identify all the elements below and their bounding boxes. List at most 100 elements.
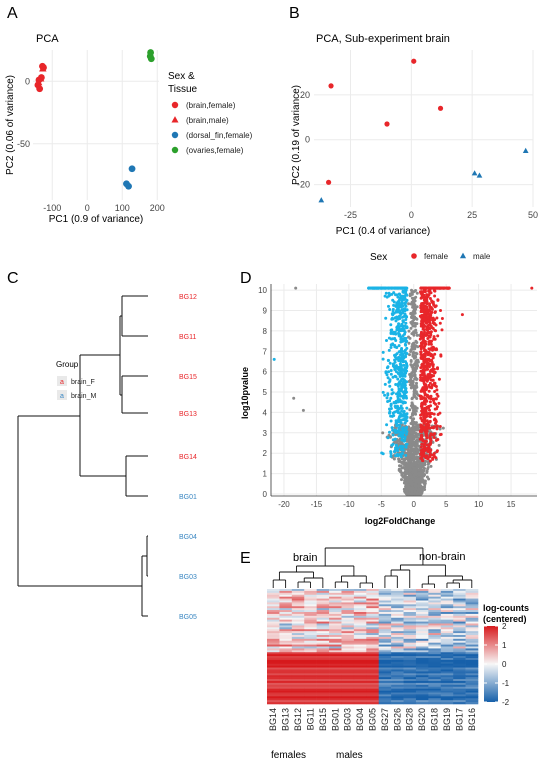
panel-d-point-ns	[399, 464, 403, 468]
panel-e-heatmap-cell	[403, 612, 417, 615]
panel-e-heatmap-cell	[353, 633, 367, 636]
panel-e-heatmap-cell	[415, 694, 429, 697]
panel-d-point-up	[426, 378, 430, 382]
panel-e-heatmap-cell	[279, 619, 293, 622]
panel-d-point-ns	[407, 302, 411, 306]
panel-e-heatmap-cell	[391, 673, 404, 676]
panel-d-point-down	[381, 357, 385, 361]
panel-d-point-up	[425, 361, 429, 365]
panel-e-heatmap-cell	[329, 696, 342, 699]
panel-d-point-up	[425, 305, 429, 309]
panel-e-heatmap-cell	[279, 627, 293, 630]
panel-e-heatmap-cell	[353, 677, 367, 680]
panel-e-heatmap-cell	[391, 682, 404, 686]
panel-e-heatmap-cell	[329, 652, 342, 655]
panel-d-point-down	[386, 393, 390, 397]
panel-e-heatmap-cell	[378, 677, 392, 680]
panel-e-heatmap-cell	[279, 665, 293, 668]
panel-d-point-up	[439, 432, 443, 436]
panel-d-point-ns	[414, 452, 418, 456]
panel-e-heatmap-cell	[428, 642, 442, 645]
panel-d-point-up	[429, 368, 433, 372]
panel-e-heatmap-cell	[378, 617, 392, 620]
panel-d-point-down	[395, 352, 399, 356]
panel-e-heatmap-cell	[304, 669, 317, 672]
panel-e-heatmap-cell	[267, 684, 280, 688]
panel-e-heatmap-cell	[428, 621, 442, 624]
panel-e-heatmap-cell	[341, 619, 355, 622]
panel-d-point-up	[431, 356, 435, 360]
panel-e-heatmap-cell	[341, 682, 355, 686]
panel-e-heatmap-cell	[415, 610, 429, 613]
panel-e-heatmap-cell	[465, 669, 479, 672]
panel-e-heatmap-cell	[279, 675, 293, 678]
panel-e-heatmap-cell	[378, 665, 392, 668]
panel-e-heatmap-cell	[440, 652, 454, 655]
panel-d-point-ns	[417, 465, 421, 469]
panel-e-column-label: BG11	[305, 708, 315, 730]
panel-e-heatmap-cell	[428, 598, 442, 601]
panel-a-legend-label: (ovaries,female)	[186, 146, 244, 155]
panel-e-heatmap-cell	[378, 600, 392, 603]
panel-d-ytick-label: 0	[263, 490, 268, 499]
panel-d-point-up	[433, 417, 437, 421]
panel-e-heatmap-cell	[291, 598, 305, 601]
panel-e-heatmap-cell	[465, 677, 479, 680]
panel-e-heatmap-cell	[291, 602, 305, 605]
panel-e-heatmap-cell	[440, 675, 454, 678]
panel-e-heatmap-cell	[267, 648, 280, 651]
panel-e-heatmap-cell	[378, 623, 392, 626]
panel-e-heatmap-cell	[391, 612, 404, 615]
panel-e-heatmap-cell	[391, 619, 404, 622]
panel-e-heatmap-cell	[415, 646, 429, 649]
panel-d-point-ns	[397, 460, 401, 463]
panel-e-heatmap-cell	[267, 682, 280, 686]
panel-d-point-up	[432, 347, 436, 351]
panel-d-point-up	[419, 369, 423, 373]
panel-e-heatmap-cell	[329, 621, 342, 624]
panel-d-point-ns	[411, 396, 414, 400]
panel-b-ytick-label: 20	[300, 90, 310, 100]
panel-e-heatmap-cell	[341, 650, 355, 653]
panel-e-heatmap-cell	[428, 677, 442, 680]
panel-e-heatmap-cell	[267, 602, 280, 605]
panel-e-heatmap-cell	[440, 606, 454, 609]
panel-d-point-up	[429, 448, 433, 452]
panel-d-point-up	[428, 322, 432, 326]
panel-d-point-ns	[412, 374, 415, 377]
panel-e-heatmap-cell	[391, 602, 404, 605]
panel-d-point-down	[400, 353, 404, 357]
panel-e-heatmap-cell	[403, 590, 417, 594]
panel-e-heatmap-cell	[329, 684, 342, 688]
panel-e-heatmap-cell	[279, 663, 293, 666]
panel-e-heatmap-cell	[440, 600, 454, 603]
panel-e-heatmap-cell	[353, 640, 367, 643]
panel-e-heatmap-cell	[415, 681, 429, 684]
panel-e-heatmap-cell	[291, 608, 305, 611]
panel-e-heatmap-cell	[279, 589, 293, 592]
panel-e-heatmap-cell	[291, 665, 305, 668]
panel-d-point-up	[420, 345, 423, 349]
panel-e-heatmap-cell	[279, 682, 293, 686]
panel-d-point-up	[427, 340, 431, 344]
panel-d-point-up	[435, 348, 439, 352]
panel-e-heatmap-cell	[453, 629, 466, 632]
panel-e-heatmap-cell	[304, 629, 317, 632]
panel-d-point-up	[431, 316, 435, 320]
panel-e-heatmap-cell	[440, 671, 454, 674]
panel-e-heatmap-cell	[453, 669, 466, 672]
panel-e-heatmap-cell	[329, 671, 342, 674]
panel-e-heatmap-cell	[267, 700, 280, 703]
panel-e-heatmap-cell	[403, 682, 417, 686]
panel-e-heatmap-cell	[341, 625, 355, 628]
panel-e-heatmap-cell	[366, 592, 379, 596]
panel-e-heatmap-cell	[366, 642, 379, 645]
panel-a-point	[128, 165, 136, 173]
panel-e-heatmap-cell	[428, 633, 442, 636]
panel-e-heatmap-cell	[341, 686, 355, 689]
panel-c-leaf-label: BG14	[179, 454, 197, 461]
panel-e-heatmap-cell	[267, 675, 280, 678]
panel-e-heatmap-cell	[378, 619, 392, 622]
panel-e-heatmap-cell	[353, 608, 367, 611]
panel-e-heatmap-cell	[366, 652, 379, 655]
